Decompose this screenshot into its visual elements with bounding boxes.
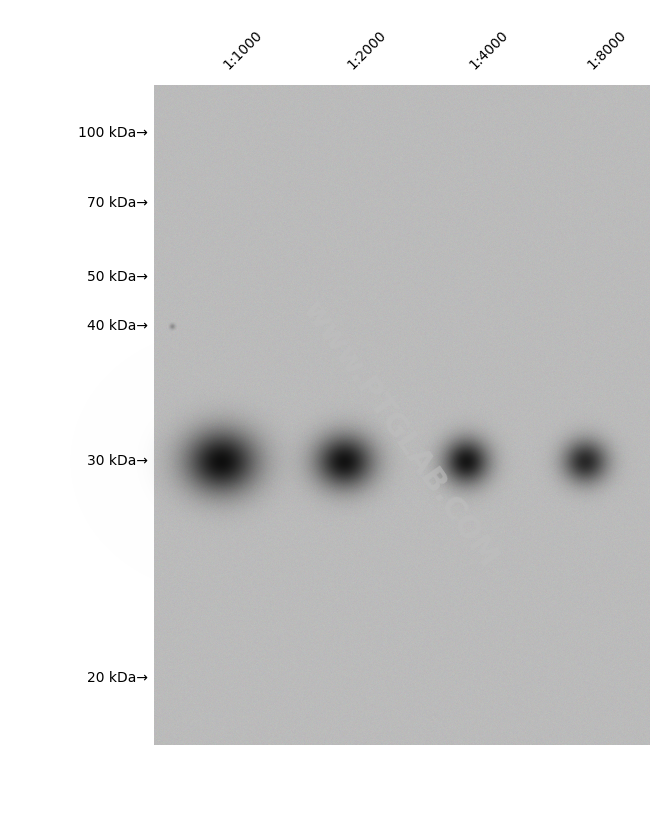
Text: 70 kDa→: 70 kDa→ xyxy=(87,196,148,210)
Text: 100 kDa→: 100 kDa→ xyxy=(79,125,148,140)
Text: 30 kDa→: 30 kDa→ xyxy=(87,454,148,468)
Text: 1:4000: 1:4000 xyxy=(467,28,511,72)
Text: 1:2000: 1:2000 xyxy=(344,28,389,72)
Text: 20 kDa→: 20 kDa→ xyxy=(87,671,148,686)
Text: 40 kDa→: 40 kDa→ xyxy=(87,319,148,333)
Text: 1:1000: 1:1000 xyxy=(221,28,265,72)
Text: 1:8000: 1:8000 xyxy=(585,28,629,72)
Text: www.PTGLAB.COM: www.PTGLAB.COM xyxy=(296,296,503,572)
Text: 50 kDa→: 50 kDa→ xyxy=(87,269,148,284)
